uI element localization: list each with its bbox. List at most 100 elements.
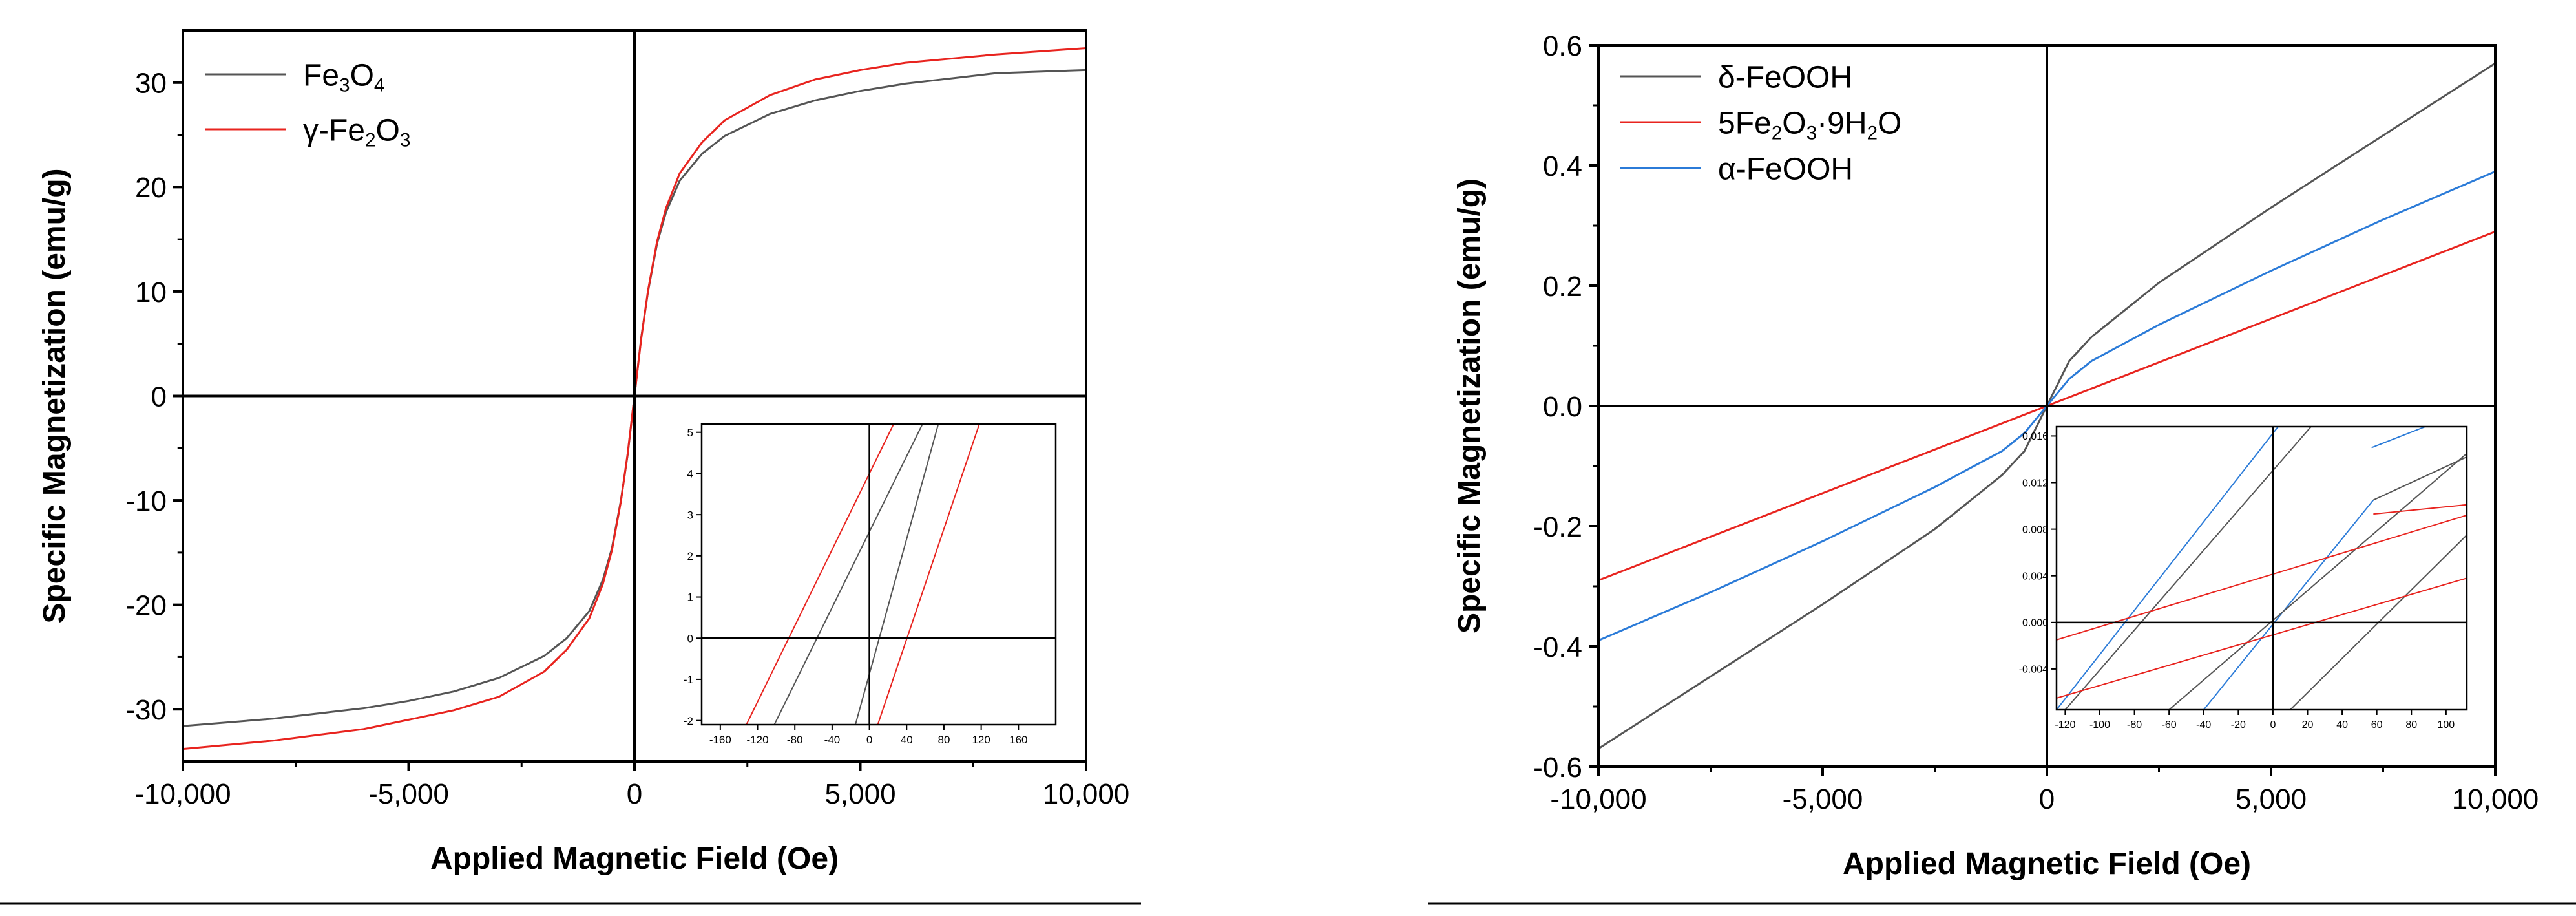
inset-background	[702, 424, 1056, 725]
x-axis-label: Applied Magnetic Field (Oe)	[1843, 847, 2251, 881]
y-tick-label: 30	[135, 68, 167, 100]
inset-y-tick-label: 0.016	[2022, 431, 2048, 442]
y-tick-label: -0.6	[1533, 752, 1582, 783]
inset-y-tick-label: 0	[687, 632, 693, 644]
legend-label-part: 2	[365, 129, 376, 151]
legend-label-part: 4	[374, 74, 385, 96]
inset-x-tick-label: 20	[2302, 719, 2314, 730]
inset-line-feooh	[2168, 453, 2467, 710]
legend-label-fe3o4: Fe3O4	[303, 58, 384, 96]
inset-x-tick-label: 80	[2405, 719, 2417, 730]
legend-label-part: 5Fe	[1718, 106, 1772, 140]
x-tick-label: 5,000	[824, 778, 895, 810]
inset-line-feooh	[2203, 499, 2374, 710]
y-tick-label: 0.4	[1543, 151, 1582, 182]
legend-label-feooh: α-FeOOH	[1718, 152, 1853, 186]
inset-x-tick-label: -80	[2127, 719, 2142, 730]
inset-x-tick-label: 60	[2371, 719, 2383, 730]
inset-x-tick-label: 40	[2336, 719, 2348, 730]
inset-x-tick-label: 80	[937, 734, 950, 746]
inset-y-tick-label: 0.000	[2022, 618, 2048, 629]
legend-label-part: γ-Fe	[303, 113, 365, 147]
inset-x-tick-label: -40	[824, 734, 841, 746]
legend-label-part: 3	[1806, 122, 1817, 144]
inset-y-tick-label: 0.012	[2022, 478, 2048, 489]
y-tick-label: -0.2	[1533, 511, 1582, 543]
x-tick-label: -5,000	[368, 778, 449, 810]
y-tick-label: 0.6	[1543, 30, 1582, 62]
legend-label-fe2o3: γ-Fe2O3	[303, 113, 410, 151]
y-tick-label: -10	[125, 485, 167, 517]
x-tick-label: -10,000	[1550, 783, 1646, 815]
inset-x-tick-label: -160	[709, 734, 731, 746]
inset-x-tick-label: 0	[2270, 719, 2276, 730]
y-tick-label: 10	[135, 277, 167, 308]
inset-x-tick-label: -120	[2055, 719, 2075, 730]
inset-x-tick-label: -100	[2089, 719, 2110, 730]
legend-label-part: O	[376, 113, 400, 147]
inset-line-feooh	[2372, 456, 2467, 501]
inset-y-tick-label: -2	[684, 715, 693, 727]
legend-label-part: ·9H	[1817, 106, 1867, 140]
inset-y-tick-label: 0.008	[2022, 524, 2048, 535]
legend-label-part: α-FeOOH	[1718, 152, 1853, 186]
legend-label-part: δ-FeOOH	[1718, 60, 1852, 94]
legend-label-part: 2	[1772, 122, 1783, 144]
y-axis-label: Specific Magnetization (emu/g)	[1452, 178, 1487, 634]
inset-x-tick-label: 40	[901, 734, 913, 746]
inset-line-5fe2o3-9h2o	[2057, 515, 2467, 641]
inset-x-tick-label: 160	[1009, 734, 1027, 746]
legend-label-part: O	[1878, 106, 1901, 140]
inset-left: -160 -120 -80 -40 0 40 80 120 160 -2 -1 0 1 2 3 4 5	[684, 423, 1057, 746]
inset-y-tick-label: 5	[687, 427, 693, 439]
chart-panel-left: -10,000 -5,000 0 5,000 10,000-30-20-10010203…	[0, 29, 1141, 905]
inset-x-tick-label: 120	[972, 734, 990, 746]
inset-background	[2057, 427, 2467, 710]
inset-y-tick-label: -1	[684, 674, 693, 686]
inset-frame	[2055, 425, 2468, 711]
inset-right: -120 -100 -80 -60 -40 -20 0 20 40 60 80 100 -0.004 0.…	[2019, 425, 2468, 730]
inset-line-feooh	[2371, 427, 2426, 449]
x-tick-label: 10,000	[1043, 778, 1130, 810]
inset-y-tick-label: 0.004	[2022, 571, 2048, 582]
legend-label-part: O	[350, 58, 374, 92]
x-tick-label: 0	[627, 778, 642, 810]
y-tick-label: 0.0	[1543, 391, 1582, 423]
inset-y-tick-label: 1	[687, 591, 693, 604]
inset-x-tick-label: 0	[866, 734, 872, 746]
inset-lines	[2057, 427, 2467, 710]
inset-line-5fe2o3-9h2o	[2373, 504, 2467, 515]
y-tick-label: 20	[135, 172, 167, 204]
inset-y-tick-label: 3	[687, 509, 693, 521]
x-tick-label: 0	[2039, 783, 2055, 815]
inset-line-feooh	[2057, 427, 2279, 710]
y-tick-label: -0.4	[1533, 632, 1582, 663]
inset-x-tick-label: -120	[747, 734, 769, 746]
legend-label-feooh: δ-FeOOH	[1718, 60, 1852, 94]
inset-x-tick-label: 100	[2437, 719, 2455, 730]
inset-line-fe2o3	[877, 424, 980, 725]
legend-label-5fe2o3-9h2o: 5Fe2O3·9H2O	[1718, 106, 1901, 144]
inset-line-feooh	[2064, 427, 2312, 710]
inset-x-tick-label: -60	[2162, 719, 2177, 730]
legend-label-part: 3	[400, 129, 411, 151]
legend-label-part: 2	[1867, 122, 1878, 144]
legend-label-part: Fe	[303, 58, 339, 92]
x-tick-label: 10,000	[2452, 783, 2539, 815]
legend-label-part: 3	[339, 74, 350, 96]
inset-frame	[700, 423, 1057, 726]
y-tick-label: -20	[125, 590, 167, 621]
x-tick-label: -5,000	[1783, 783, 1863, 815]
inset-line-fe3o4	[773, 424, 923, 725]
x-tick-label: -10,000	[134, 778, 231, 810]
inset-y-tick-label: 4	[687, 468, 693, 480]
inset-y-tick-label: -0.004	[2019, 665, 2048, 676]
legend-label-part: O	[1782, 106, 1806, 140]
y-tick-label: 0.2	[1543, 271, 1582, 303]
x-tick-label: 5,000	[2236, 783, 2307, 815]
inset-x-tick-label: -80	[787, 734, 803, 746]
